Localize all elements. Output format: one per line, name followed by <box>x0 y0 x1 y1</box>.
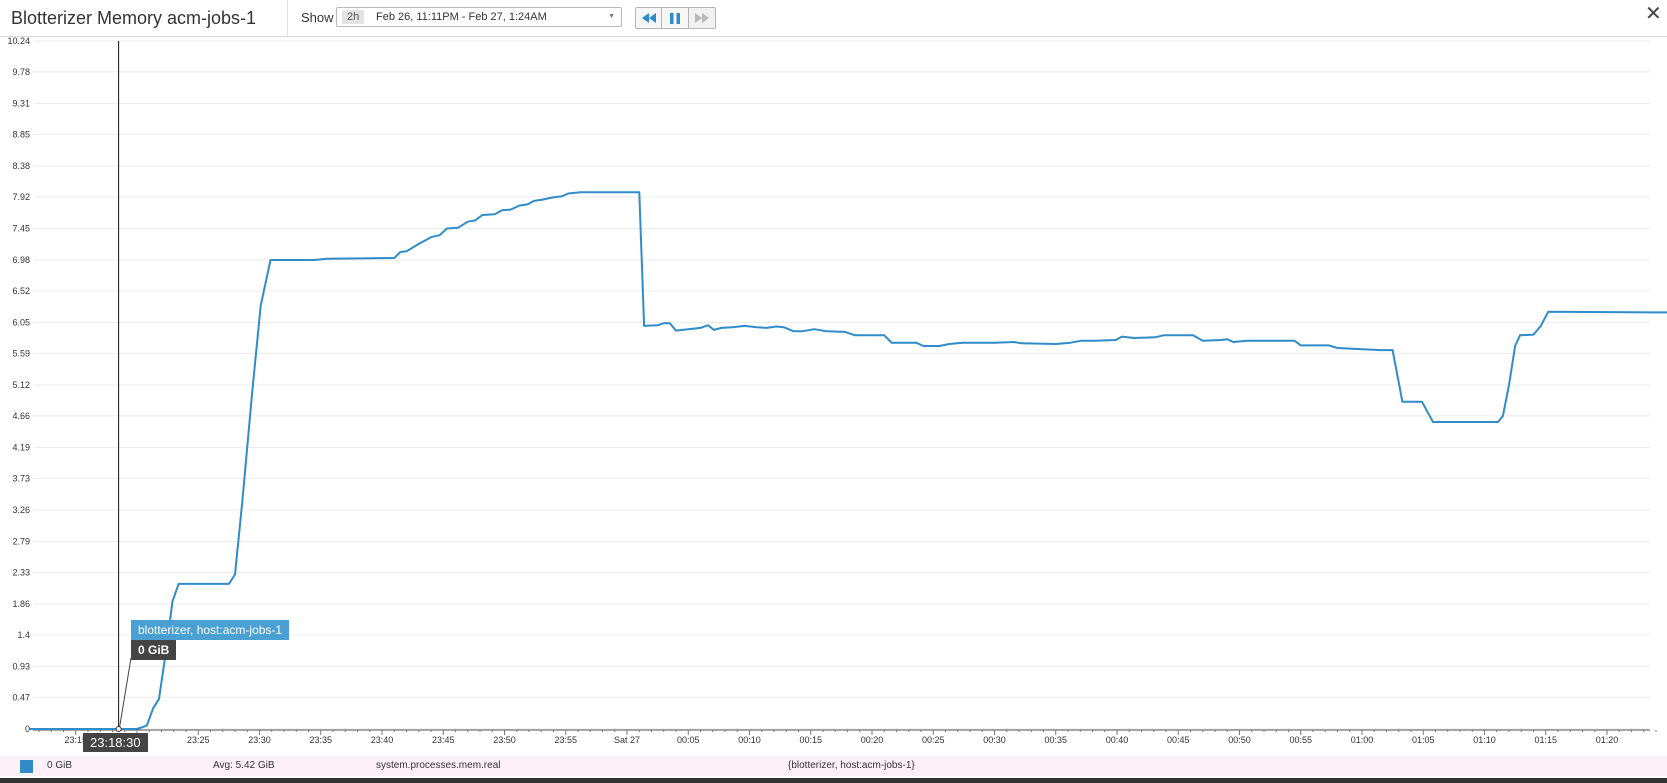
x-tick-label: 00:10 <box>738 735 761 745</box>
legend-row[interactable]: 0 GiB Avg: 5.42 GiB system.processes.mem… <box>0 756 1667 776</box>
fast-forward-button[interactable] <box>689 7 716 29</box>
x-tick-label: 23:35 <box>309 735 332 745</box>
fast-forward-icon <box>695 13 709 23</box>
x-tick-label: 00:25 <box>922 735 945 745</box>
x-tick-label: 00:35 <box>1044 735 1067 745</box>
y-tick-label: 3.26 <box>12 505 30 515</box>
y-tick-label: 6.52 <box>12 286 30 296</box>
x-tick-label: 00:20 <box>861 735 884 745</box>
tooltip-series-name: blotterizer, host:acm-jobs-1 <box>131 620 290 640</box>
cursor-time-label: 23:18:30 <box>83 733 148 752</box>
close-icon[interactable]: ✕ <box>1645 3 1662 25</box>
x-axis: 23:15 23:25 23:30 23:35 23:40 23:45 23:50 23:55… <box>33 729 1657 745</box>
show-label: Show <box>301 10 334 25</box>
x-tick-label: 23:55 <box>554 735 577 745</box>
rewind-button[interactable] <box>635 7 662 29</box>
memory-line-chart[interactable]: 0 0.47 0.93 1.4 1.86 2.33 2.79 3.26 3.73 4.19 4.66… <box>0 36 1667 756</box>
y-tick-label: 0 <box>25 724 30 734</box>
window-bottom-border <box>0 778 1667 783</box>
x-tick-label: 00:40 <box>1106 735 1129 745</box>
y-tick-label: 10.24 <box>7 36 30 46</box>
y-tick-label: 4.19 <box>12 442 30 452</box>
timeframe-pill[interactable]: 2h <box>342 10 365 24</box>
y-tick-label: 8.85 <box>12 129 30 139</box>
series-line-0 <box>29 191 1667 730</box>
y-tick-label: 4.66 <box>12 411 30 421</box>
legend-average: Avg: 5.42 GiB <box>213 760 275 771</box>
y-tick-label: 7.92 <box>12 192 30 202</box>
x-tick-label: 00:15 <box>799 735 822 745</box>
y-tick-label: 1.86 <box>12 599 30 609</box>
x-tick-label: 23:50 <box>493 735 516 745</box>
tooltip-value: 0 GiB <box>131 640 177 660</box>
x-tick-label: 00:45 <box>1167 735 1190 745</box>
y-tick-label: 9.31 <box>12 98 30 108</box>
tooltip-leader-line <box>119 657 132 728</box>
y-axis-ticks: 0 0.47 0.93 1.4 1.86 2.33 2.79 3.26 3.73 4.19 4.66… <box>7 36 30 734</box>
x-tick-label: 00:50 <box>1228 735 1251 745</box>
x-tick-label: 01:00 <box>1351 735 1374 745</box>
legend-current-value: 0 GiB <box>47 760 73 771</box>
y-tick-label: 2.33 <box>12 567 30 577</box>
x-tick-label: 00:55 <box>1289 735 1312 745</box>
y-tick-label: 0.93 <box>12 662 30 672</box>
y-tick-label: 7.45 <box>12 223 30 233</box>
legend-scope: {blotterizer, host:acm-jobs-1} <box>788 760 915 771</box>
x-tick-label: 01:10 <box>1473 735 1496 745</box>
legend-metric-name: system.processes.mem.real <box>376 760 501 771</box>
timeframe-range-text: Feb 26, 11:11PM - Feb 27, 1:24AM <box>376 11 547 23</box>
widget-header: Blotterizer Memory acm-jobs-1 Show 2h Fe… <box>0 0 1667 37</box>
x-tick-label: 01:05 <box>1412 735 1435 745</box>
x-tick-label: 23:45 <box>432 735 455 745</box>
y-tick-label: 3.73 <box>12 473 30 483</box>
pause-button[interactable] <box>662 7 689 29</box>
x-tick-label: 01:20 <box>1596 735 1619 745</box>
x-tick-label: 23:15 <box>64 735 87 745</box>
x-tick-label: Sat 27 <box>614 735 640 745</box>
y-tick-label: 2.79 <box>12 537 30 547</box>
graph-title: Blotterizer Memory acm-jobs-1 <box>11 8 257 28</box>
x-tick-label: 23:40 <box>371 735 394 745</box>
series-color-swatch <box>20 760 33 773</box>
y-tick-label: 5.59 <box>12 348 30 358</box>
y-tick-label: 6.98 <box>12 255 30 265</box>
timeframe-select[interactable]: 2h Feb 26, 11:11PM - Feb 27, 1:24AM ▼ <box>336 7 622 27</box>
y-tick-label: 1.4 <box>17 630 30 640</box>
x-tick-label: 01:15 <box>1534 735 1557 745</box>
x-tick-label: 00:05 <box>677 735 700 745</box>
y-tick-label: 8.38 <box>12 161 30 171</box>
y-tick-label: 9.78 <box>12 67 30 77</box>
y-tick-label: 5.12 <box>12 380 30 390</box>
pause-icon <box>670 12 680 24</box>
y-tick-label: 6.05 <box>12 318 30 328</box>
chart-cursor <box>115 41 132 732</box>
caret-down-icon: ▼ <box>608 13 615 20</box>
cursor-point <box>115 726 122 732</box>
x-tick-label: 23:30 <box>248 735 271 745</box>
rewind-icon <box>641 13 656 23</box>
y-tick-label: 0.47 <box>12 692 30 702</box>
header-divider <box>287 0 288 36</box>
x-tick-label: 00:30 <box>983 735 1006 745</box>
x-tick-label: 23:25 <box>187 735 210 745</box>
chart-gridlines <box>33 40 1650 730</box>
chart-series <box>29 191 1667 730</box>
